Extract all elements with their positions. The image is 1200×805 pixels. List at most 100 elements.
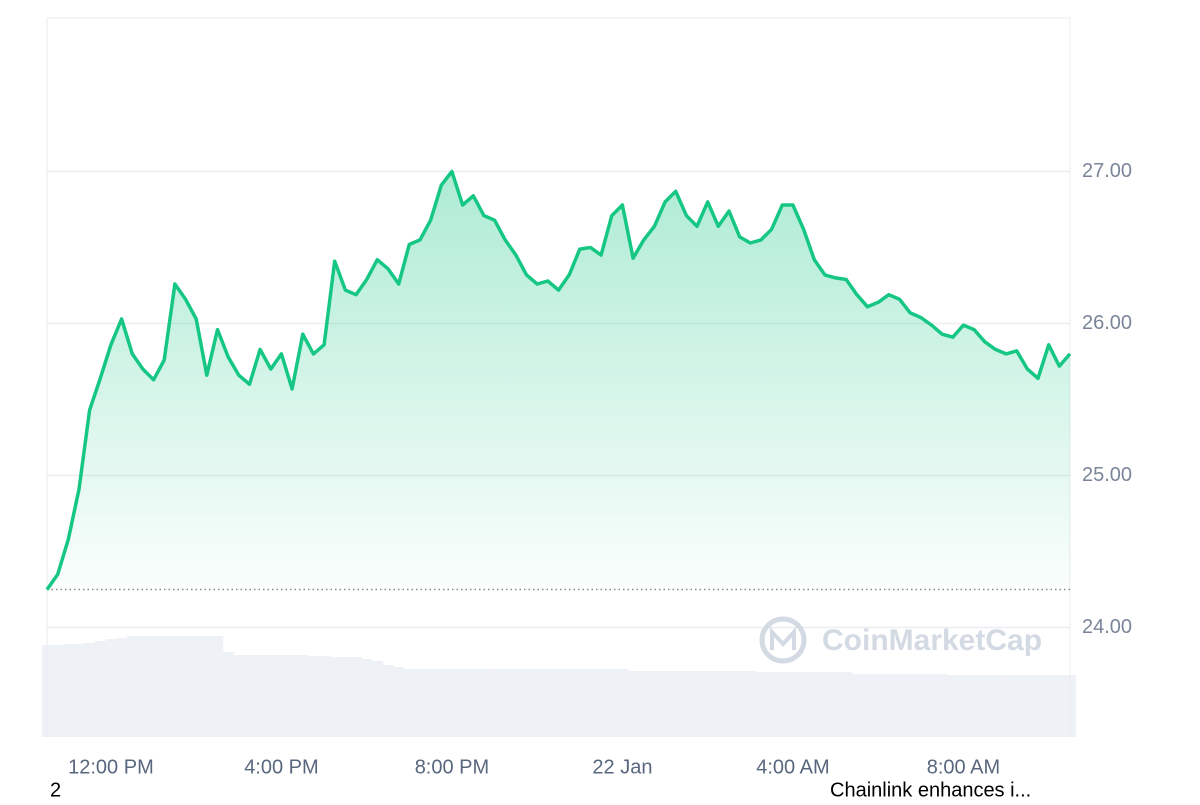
volume-bar xyxy=(968,675,980,737)
volume-bar xyxy=(723,671,735,737)
volume-bar xyxy=(403,669,416,737)
volume-bar xyxy=(595,669,607,737)
volume-bar xyxy=(308,656,320,737)
volume-bar xyxy=(563,669,575,737)
volume-bar xyxy=(627,671,639,737)
volume-bar xyxy=(372,661,384,737)
grid-layer: 24.00 25.00 26.00 27.00 12:00 PM 4:00 PM 8:00 … xyxy=(47,160,1132,778)
volume-bar xyxy=(126,636,139,737)
volume-bar xyxy=(148,636,160,737)
volume-bar xyxy=(617,669,629,737)
volume-bar xyxy=(755,672,767,737)
volume-bar xyxy=(649,671,661,737)
volume-bar xyxy=(1043,675,1055,737)
volume-bar xyxy=(52,645,64,737)
x-tick-label: 4:00 AM xyxy=(756,756,829,778)
volume-layer xyxy=(41,636,1076,737)
volume-bar xyxy=(190,636,203,737)
volume-bar xyxy=(212,636,224,737)
volume-bar xyxy=(947,675,959,737)
volume-bar xyxy=(180,636,192,737)
volume-bar xyxy=(382,665,394,737)
volume-bar xyxy=(510,669,522,737)
volume-bar xyxy=(808,672,821,737)
volume-bar xyxy=(94,641,107,737)
volume-bar xyxy=(904,674,916,737)
footer-left: 2 xyxy=(50,779,61,800)
volume-bar xyxy=(297,655,309,737)
volume-bar xyxy=(915,674,927,737)
volume-bar xyxy=(542,669,554,737)
volume-bar xyxy=(585,669,597,737)
volume-bar xyxy=(265,655,277,737)
volume-bar xyxy=(553,669,565,737)
volume-bar xyxy=(936,674,948,737)
volume-bar xyxy=(499,669,512,737)
volume-bar xyxy=(116,638,128,737)
volume-bar xyxy=(787,672,799,737)
volume-bar xyxy=(222,652,234,737)
volume-bar xyxy=(435,669,448,737)
volume-bar xyxy=(1054,675,1066,737)
x-tick-label: 4:00 PM xyxy=(244,756,318,778)
volume-bar xyxy=(766,672,778,737)
volume-bar xyxy=(979,675,991,737)
volume-bar xyxy=(361,659,373,737)
x-tick-label: 8:00 PM xyxy=(415,756,489,778)
volume-bar xyxy=(798,672,810,737)
volume-bar xyxy=(233,655,245,737)
watermark-logo xyxy=(770,626,796,650)
volume-bar xyxy=(1022,675,1034,737)
volume-bar xyxy=(744,671,757,737)
volume-bar xyxy=(670,671,682,737)
volume-bar xyxy=(286,655,298,737)
volume-bar xyxy=(276,655,288,737)
volume-bar xyxy=(691,671,703,737)
volume-bar xyxy=(62,644,75,737)
volume-bar xyxy=(254,655,266,737)
x-tick-label: 12:00 PM xyxy=(68,756,154,778)
volume-bar xyxy=(574,669,586,737)
volume-bar xyxy=(1011,675,1023,737)
volume-bar xyxy=(446,669,458,737)
volume-bar xyxy=(819,672,831,737)
volume-bar xyxy=(1000,675,1012,737)
volume-bar xyxy=(84,643,96,737)
volume-bar xyxy=(137,636,149,737)
volume-bar xyxy=(73,644,85,737)
volume-bar xyxy=(531,669,544,737)
watermark-logo xyxy=(759,616,807,664)
plot-layer xyxy=(45,169,1072,591)
volume-bar xyxy=(990,675,1002,737)
volume-bar xyxy=(883,674,895,737)
volume-bar xyxy=(414,669,426,737)
volume-bar xyxy=(659,671,671,737)
y-tick-label: 27.00 xyxy=(1082,160,1132,182)
volume-bar xyxy=(926,674,938,737)
volume-bar xyxy=(169,636,181,737)
watermark: CoinMarketCap xyxy=(759,616,1042,664)
volume-bar xyxy=(734,671,746,737)
volume-bar xyxy=(425,669,437,737)
volume-bar xyxy=(393,667,405,737)
volume-bar xyxy=(851,674,863,737)
volume-bar xyxy=(318,656,330,737)
volume-bar xyxy=(478,669,490,737)
volume-bar xyxy=(489,669,501,737)
footer-right: Chainlink enhances i... xyxy=(830,779,1031,800)
volume-bar xyxy=(702,671,714,737)
volume-bar xyxy=(894,674,906,737)
x-tick-label: 22 Jan xyxy=(592,756,652,778)
volume-bar xyxy=(638,671,650,737)
x-tick-label: 8:00 AM xyxy=(927,756,1000,778)
volume-bar xyxy=(329,657,341,737)
volume-bar xyxy=(713,671,725,737)
volume-bar xyxy=(105,639,117,737)
volume-bar xyxy=(244,655,256,737)
volume-bar xyxy=(467,669,480,737)
volume-bar xyxy=(840,672,853,737)
volume-bar xyxy=(457,669,469,737)
volume-bar xyxy=(776,672,789,737)
area xyxy=(47,171,1070,590)
